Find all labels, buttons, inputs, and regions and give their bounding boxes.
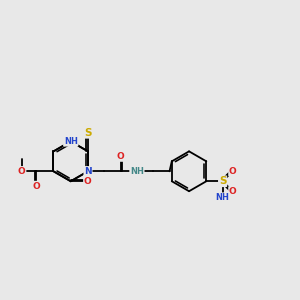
- Text: O: O: [117, 152, 124, 161]
- Text: O: O: [229, 167, 237, 176]
- Text: O: O: [33, 182, 41, 190]
- Text: O: O: [84, 177, 92, 186]
- Text: NH: NH: [216, 193, 230, 202]
- Text: N: N: [84, 167, 92, 176]
- Text: S: S: [84, 128, 92, 138]
- Text: S: S: [219, 176, 226, 186]
- Text: O: O: [18, 167, 26, 176]
- Text: NH: NH: [64, 137, 78, 146]
- Text: O: O: [229, 187, 237, 196]
- Text: NH: NH: [130, 167, 144, 176]
